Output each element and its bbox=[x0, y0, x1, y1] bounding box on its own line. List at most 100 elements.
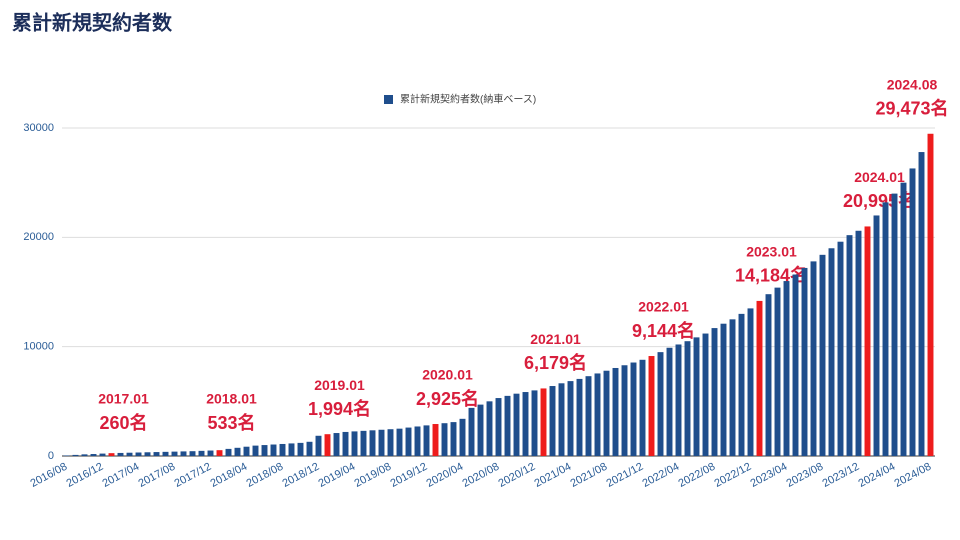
bar bbox=[774, 287, 781, 456]
bar bbox=[279, 443, 286, 456]
x-tick-label: 2018/12 bbox=[281, 461, 322, 490]
x-tick-label: 2016/08 bbox=[29, 461, 70, 490]
bar bbox=[387, 429, 394, 456]
bar bbox=[459, 418, 466, 456]
y-tick-label: 30000 bbox=[23, 122, 54, 134]
x-tick-label: 2023/04 bbox=[749, 461, 790, 490]
bar bbox=[405, 427, 412, 456]
bar bbox=[90, 454, 97, 456]
bar bbox=[837, 241, 844, 456]
bar bbox=[630, 362, 637, 456]
bar bbox=[873, 215, 880, 456]
bar bbox=[657, 352, 664, 456]
bar bbox=[504, 395, 511, 456]
bar bbox=[108, 453, 115, 456]
bar bbox=[180, 451, 187, 456]
bar bbox=[810, 261, 817, 456]
bar bbox=[63, 455, 70, 456]
bar bbox=[882, 202, 889, 456]
bar bbox=[792, 274, 799, 456]
bar bbox=[423, 425, 430, 456]
bar bbox=[396, 428, 403, 456]
bar bbox=[477, 404, 484, 456]
bar bbox=[333, 433, 340, 456]
highlight-label: 2020.01 bbox=[422, 367, 473, 383]
bar bbox=[81, 454, 88, 456]
highlight-label: 2023.01 bbox=[746, 244, 797, 260]
bar bbox=[612, 367, 619, 456]
x-tick-label: 2023/12 bbox=[821, 461, 862, 490]
bar bbox=[927, 133, 934, 456]
bar bbox=[162, 451, 169, 456]
bar bbox=[891, 193, 898, 456]
x-tick-label: 2018/04 bbox=[209, 461, 250, 490]
x-tick-label: 2024/08 bbox=[893, 461, 934, 490]
bar bbox=[828, 248, 835, 456]
value-label: 20,995名 bbox=[843, 190, 916, 211]
value-label: 1,994名 bbox=[308, 398, 371, 419]
bar bbox=[621, 365, 628, 456]
bar bbox=[369, 430, 376, 456]
bar bbox=[324, 434, 331, 456]
bar bbox=[189, 451, 196, 456]
x-tick-label: 2021/12 bbox=[605, 461, 646, 490]
bar bbox=[468, 407, 475, 456]
bar bbox=[819, 254, 826, 456]
bar bbox=[288, 443, 295, 456]
bar bbox=[909, 168, 916, 456]
highlight-label: 2017.01 bbox=[98, 391, 149, 407]
y-tick-label: 0 bbox=[48, 450, 54, 462]
highlight-label: 2019.01 bbox=[314, 377, 365, 393]
x-tick-label: 2022/08 bbox=[677, 461, 718, 490]
bar bbox=[306, 441, 313, 456]
x-tick-label: 2017/12 bbox=[173, 461, 214, 490]
bar bbox=[567, 381, 574, 456]
value-label: 533名 bbox=[207, 412, 255, 433]
bar bbox=[270, 444, 277, 456]
x-tick-label: 2021/04 bbox=[533, 461, 574, 490]
bar bbox=[558, 383, 565, 456]
bar bbox=[531, 390, 538, 456]
x-tick-label: 2022/12 bbox=[713, 461, 754, 490]
x-tick-label: 2024/04 bbox=[857, 461, 898, 490]
bar bbox=[711, 328, 718, 456]
bar bbox=[900, 182, 907, 456]
legend-swatch bbox=[384, 95, 393, 104]
legend-label: 累計新規契約者数(納車ベース) bbox=[400, 93, 536, 106]
x-tick-label: 2022/04 bbox=[641, 461, 682, 490]
bar bbox=[252, 445, 259, 456]
bar bbox=[684, 341, 691, 456]
bar bbox=[648, 356, 655, 456]
x-tick-label: 2019/08 bbox=[353, 461, 394, 490]
bar bbox=[693, 337, 700, 456]
bar bbox=[576, 378, 583, 456]
bar bbox=[495, 398, 502, 456]
x-tick-label: 2018/08 bbox=[245, 461, 286, 490]
bar bbox=[549, 386, 556, 456]
bar bbox=[729, 319, 736, 456]
x-tick-label: 2020/08 bbox=[461, 461, 502, 490]
bar bbox=[414, 426, 421, 456]
bar bbox=[99, 453, 106, 456]
bar bbox=[666, 347, 673, 456]
bar bbox=[918, 152, 925, 456]
y-tick-label: 20000 bbox=[23, 231, 54, 243]
bar bbox=[594, 373, 601, 456]
bar bbox=[513, 393, 520, 456]
x-tick-label: 2020/04 bbox=[425, 461, 466, 490]
highlight-label: 2024.08 bbox=[887, 76, 938, 92]
bar bbox=[234, 447, 241, 456]
bar bbox=[315, 435, 322, 456]
bar bbox=[603, 370, 610, 456]
y-tick-label: 10000 bbox=[23, 341, 54, 353]
bar bbox=[198, 450, 205, 456]
bar bbox=[297, 442, 304, 456]
bar bbox=[450, 422, 457, 456]
bar bbox=[756, 300, 763, 456]
highlight-label: 2021.01 bbox=[530, 331, 581, 347]
x-tick-label: 2017/04 bbox=[101, 461, 142, 490]
bar bbox=[144, 452, 151, 456]
bar bbox=[171, 451, 178, 456]
bar bbox=[765, 294, 772, 456]
bar bbox=[747, 308, 754, 456]
